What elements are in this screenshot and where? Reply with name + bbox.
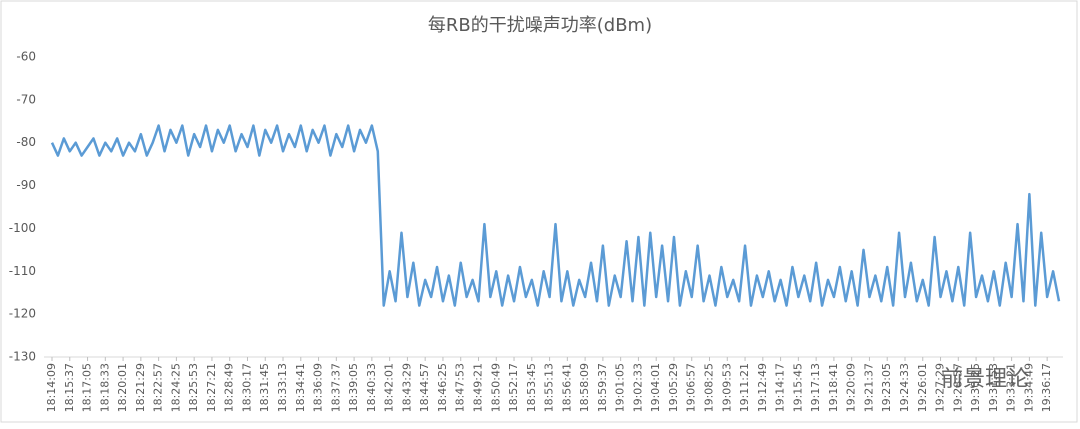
x-tick-label: 18:59:37 [596,363,609,412]
y-tick-label: -60 [16,50,36,64]
x-tick-label: 19:21:37 [862,363,875,412]
x-tick-label: 18:49:21 [471,363,484,412]
x-tick-label: 19:27:29 [934,363,947,412]
x-tick-label: 18:33:13 [276,363,289,412]
x-tick-label: 19:15:45 [791,363,804,412]
x-tick-label: 19:12:49 [756,363,769,412]
chart-title: 每RB的干扰噪声功率(dBm) [428,15,652,36]
x-tick-label: 18:50:49 [489,363,502,412]
x-tick-label: 18:34:41 [294,363,307,412]
x-tick-label: 18:37:37 [329,363,342,412]
x-tick-label: 18:55:13 [543,363,556,412]
x-tick-label: 18:17:05 [81,363,94,412]
x-tick-label: 18:44:57 [418,363,431,412]
x-tick-label: 18:31:45 [258,363,271,412]
x-tick-label: 19:09:53 [720,363,733,412]
watermark: 前景理论 [941,367,1029,392]
x-tick-label: 18:15:37 [63,363,76,412]
x-tick-label: 19:36:17 [1040,363,1053,412]
x-tick-label: 18:30:17 [240,363,253,412]
x-tick-label: 18:20:01 [116,363,129,412]
x-tick-label: 18:46:25 [436,363,449,412]
y-tick-label: -100 [9,221,36,235]
x-tick-label: 19:23:05 [880,363,893,412]
y-tick-label: -120 [9,307,36,321]
x-tick-label: 18:28:49 [223,363,236,412]
y-tick-label: -130 [9,350,36,364]
x-tick-label: 18:56:41 [560,363,573,412]
x-tick-label: 18:22:57 [152,363,165,412]
y-tick-label: -70 [16,92,36,106]
x-tick-label: 18:21:29 [134,363,147,412]
x-tick-label: 18:40:33 [365,363,378,412]
x-tick-label: 18:42:01 [383,363,396,412]
x-tick-label: 19:30:25 [969,363,982,412]
x-tick-label: 18:47:53 [454,363,467,412]
y-tick-label: -110 [9,264,36,278]
line-series [50,124,1061,307]
x-tick-label: 19:04:01 [649,363,662,412]
x-tick-label: 19:18:41 [827,363,840,412]
x-tick-label: 18:52:17 [507,363,520,412]
x-tick-label: 18:14:09 [45,363,58,412]
x-tick-label: 19:31:53 [987,363,1000,412]
x-tick-label: 19:33:21 [1005,363,1018,412]
y-tick-label: -90 [16,178,36,192]
x-tick-label: 19:24:33 [898,363,911,412]
x-tick-label: 19:06:57 [685,363,698,412]
x-tick-label: 19:34:49 [1022,363,1035,412]
x-tick-label: 19:28:57 [951,363,964,412]
x-tick-label: 18:18:33 [98,363,111,412]
x-tick-label: 18:25:53 [187,363,200,412]
x-tick-label: 18:24:25 [169,363,182,412]
x-tick-label: 19:05:29 [667,363,680,412]
x-tick-label: 19:17:13 [809,363,822,412]
x-tick-label: 19:14:17 [774,363,787,412]
x-tick-label: 19:02:33 [631,363,644,412]
x-tick-label: 18:53:45 [525,363,538,412]
x-tick-label: 19:20:09 [845,363,858,412]
x-tick-label: 18:43:29 [400,363,413,412]
x-tick-label: 18:58:09 [578,363,591,412]
x-tick-label: 19:11:21 [738,363,751,412]
x-tick-label: 19:01:05 [614,363,627,412]
x-tick-label: 18:36:09 [312,363,325,412]
x-tick-label: 19:26:01 [916,363,929,412]
x-tick-label: 18:39:05 [347,363,360,412]
x-tick-label: 19:08:25 [703,363,716,412]
y-tick-label: -80 [16,135,36,149]
x-tick-label: 18:27:21 [205,363,218,412]
